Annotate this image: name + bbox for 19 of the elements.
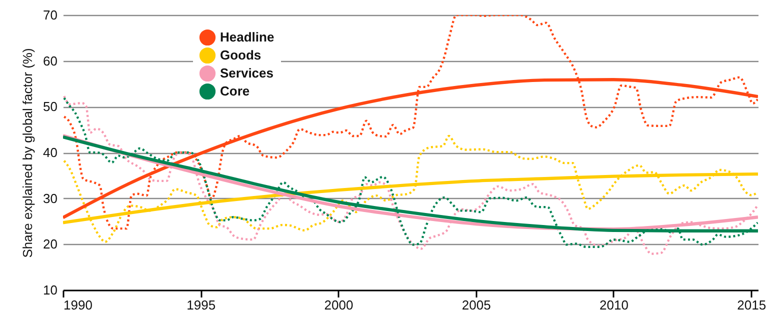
y-tick-label: 40 [43,145,58,160]
x-tick-label: 2000 [324,298,354,312]
y-tick-label: 70 [43,8,58,22]
legend-label: Goods [220,48,262,62]
x-tick-label: 1990 [64,298,92,312]
legend-label: Headline [220,30,274,44]
x-tick-label: 2005 [462,298,491,312]
legend-label: Services [220,66,274,80]
y-tick-label: 50 [43,99,58,114]
y-tick-label: 10 [43,282,58,298]
legend-label: Core [220,84,250,98]
y-tick-label: 60 [43,53,58,68]
x-tick-label: 2015 [737,298,766,312]
line-series [63,15,758,230]
x-tick-label: 2010 [600,298,628,312]
y-tick-label: 30 [43,190,58,206]
y-axis-title: Share explained by global factor (%) [20,48,36,258]
x-tick-label: 1995 [186,298,216,312]
y-tick-label: 20 [43,236,58,252]
